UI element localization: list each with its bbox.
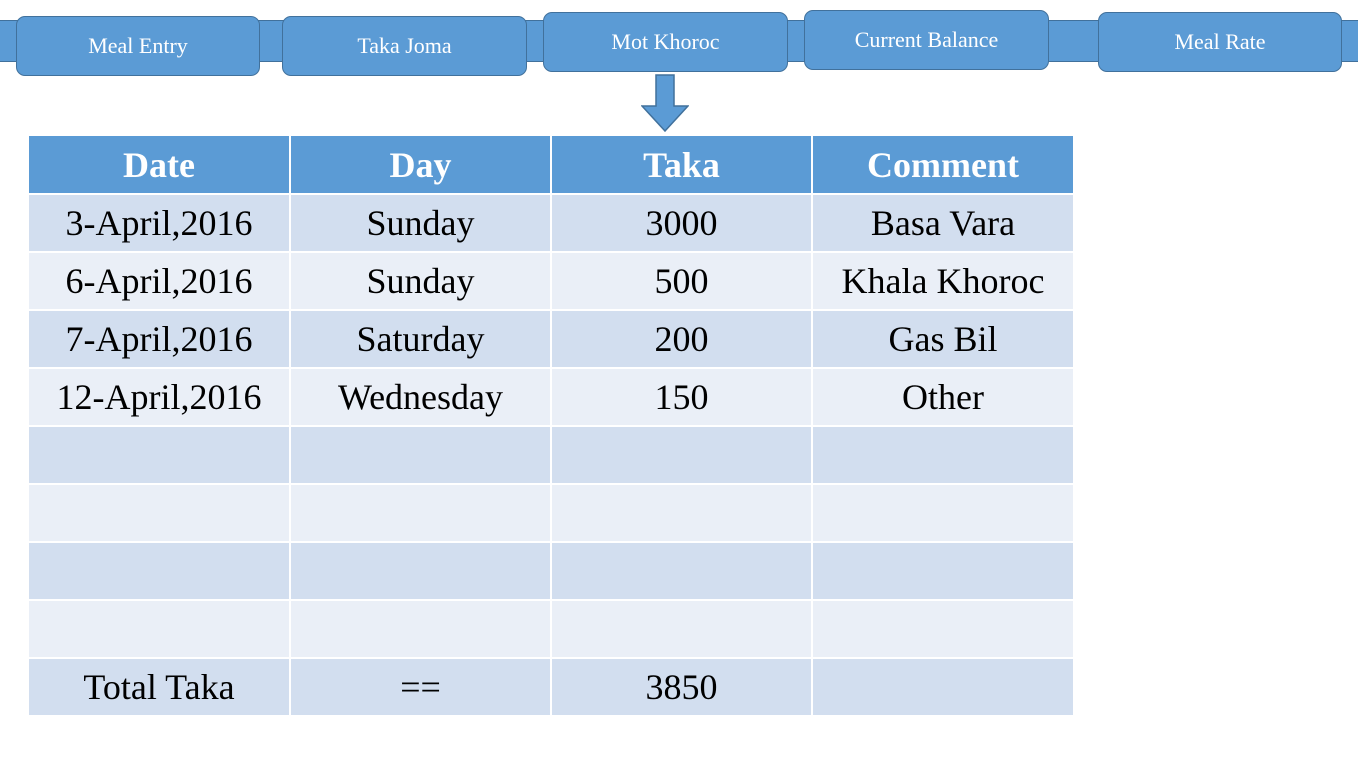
table-row: [29, 541, 1073, 601]
day-cell: Saturday: [289, 309, 552, 369]
day-cell: Wednesday: [289, 367, 552, 427]
taka-cell: 150: [550, 367, 813, 427]
day-cell: Sunday: [289, 193, 552, 253]
table-row: [29, 483, 1073, 543]
total-comment: [811, 657, 1073, 717]
date-cell: [29, 483, 291, 543]
total-separator: ==: [289, 657, 552, 717]
table-row: 6-April,2016 Sunday 500 Khala Khoroc: [29, 251, 1073, 311]
table-row: 3-April,2016 Sunday 3000 Basa Vara: [29, 193, 1073, 253]
table-row: 7-April,2016 Saturday 200 Gas Bil: [29, 309, 1073, 369]
comment-cell: Other: [811, 367, 1073, 427]
column-header-day: Day: [289, 136, 552, 195]
taka-cell: 200: [550, 309, 813, 369]
day-cell: [289, 425, 552, 485]
taka-cell: 3000: [550, 193, 813, 253]
date-cell: [29, 541, 291, 601]
taka-cell: 500: [550, 251, 813, 311]
taka-cell: [550, 541, 813, 601]
total-label: Total Taka: [29, 657, 291, 717]
current-balance-button[interactable]: Current Balance: [804, 10, 1049, 70]
comment-cell: [811, 483, 1073, 543]
day-cell: Sunday: [289, 251, 552, 311]
meal-entry-button[interactable]: Meal Entry: [16, 16, 260, 76]
taka-cell: [550, 425, 813, 485]
date-cell: 6-April,2016: [29, 251, 291, 311]
table-row: [29, 425, 1073, 485]
date-cell: 7-April,2016: [29, 309, 291, 369]
meal-rate-button[interactable]: Meal Rate: [1098, 12, 1342, 72]
day-cell: [289, 541, 552, 601]
comment-cell: [811, 425, 1073, 485]
column-header-taka: Taka: [550, 136, 813, 195]
taka-cell: [550, 483, 813, 543]
expense-table: Date Day Taka Comment 3-April,2016 Sunda…: [29, 136, 1073, 717]
arrow-down-icon: [641, 74, 689, 132]
taka-cell: [550, 599, 813, 659]
table-row: [29, 599, 1073, 659]
date-cell: 12-April,2016: [29, 367, 291, 427]
column-header-comment: Comment: [811, 136, 1073, 195]
comment-cell: [811, 541, 1073, 601]
table-row: 12-April,2016 Wednesday 150 Other: [29, 367, 1073, 427]
taka-joma-button[interactable]: Taka Joma: [282, 16, 527, 76]
comment-cell: [811, 599, 1073, 659]
total-row: Total Taka == 3850: [29, 657, 1073, 717]
comment-cell: Basa Vara: [811, 193, 1073, 253]
date-cell: [29, 599, 291, 659]
day-cell: [289, 599, 552, 659]
day-cell: [289, 483, 552, 543]
mot-khoroc-button[interactable]: Mot Khoroc: [543, 12, 788, 72]
date-cell: [29, 425, 291, 485]
column-header-date: Date: [29, 136, 291, 195]
total-amount: 3850: [550, 657, 813, 717]
date-cell: 3-April,2016: [29, 193, 291, 253]
comment-cell: Gas Bil: [811, 309, 1073, 369]
comment-cell: Khala Khoroc: [811, 251, 1073, 311]
table-header-row: Date Day Taka Comment: [29, 136, 1073, 195]
